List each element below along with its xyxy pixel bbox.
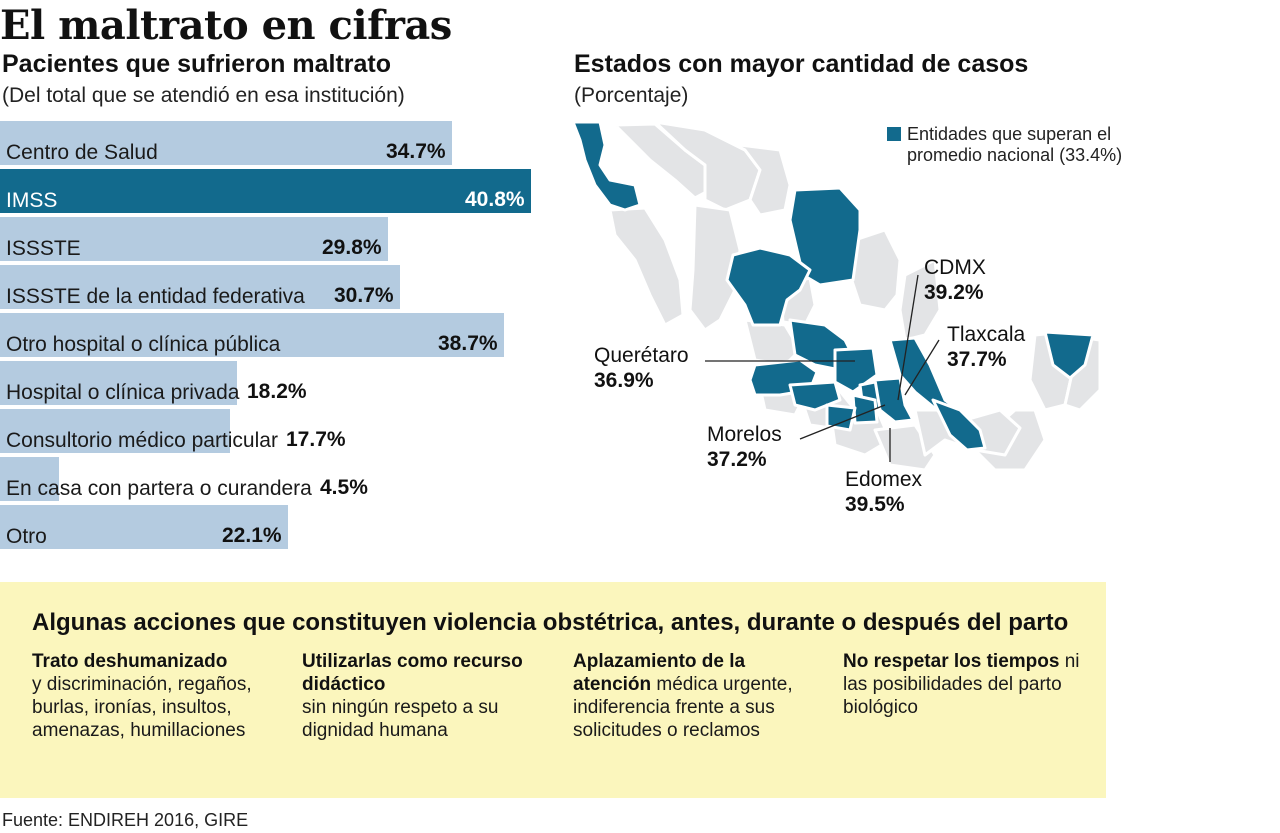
bar-category-label: Otro xyxy=(6,525,47,548)
bar-category-label: Hospital o clínica privada xyxy=(6,381,240,404)
callout-edomex: Edomex 39.5% xyxy=(845,467,922,517)
bar-value-label: 38.7% xyxy=(438,332,498,355)
callout-name: Morelos xyxy=(707,423,782,446)
bar-value-label: 40.8% xyxy=(465,188,525,211)
callout-value: 39.5% xyxy=(845,493,905,516)
info-column: No respetar los tiempos ni las posibilid… xyxy=(843,650,1083,719)
map-state-other xyxy=(608,206,685,327)
map-state-other xyxy=(688,203,742,332)
bar-value-label: 4.5% xyxy=(320,476,368,499)
bar-category-label: Consultorio médico particular xyxy=(6,429,278,452)
bar-row: IMSS 40.8% xyxy=(0,169,560,213)
callout-name: Querétaro xyxy=(594,344,689,367)
bar-chart-heading: Pacientes que sufrieron maltrato xyxy=(2,50,392,78)
info-column-bold: No respetar los tiempos xyxy=(843,651,1060,672)
map-state-other xyxy=(898,258,942,342)
bar-row: En casa con partera o curandera 4.5% xyxy=(0,457,560,501)
bar-category-label: IMSS xyxy=(6,189,58,212)
bar xyxy=(0,121,452,165)
page-title: El maltrato en cifras xyxy=(0,2,452,49)
bar-row: Centro de Salud 34.7% xyxy=(0,121,560,165)
info-column: Aplazamiento de la atención médica urgen… xyxy=(573,650,823,742)
bar-row: Otro 22.1% xyxy=(0,505,560,549)
info-column: Utilizarlas como recurso didáctico sin n… xyxy=(302,650,542,742)
bar-value-label: 22.1% xyxy=(222,524,282,547)
bar-row: Hospital o clínica privada 18.2% xyxy=(0,361,560,405)
bar-value-label: 29.8% xyxy=(322,236,382,259)
bar xyxy=(0,457,59,501)
bar-row: Otro hospital o clínica pública 38.7% xyxy=(0,313,560,357)
bar xyxy=(0,361,237,405)
callout-value: 37.2% xyxy=(707,448,767,471)
callout-value: 37.7% xyxy=(947,348,1007,371)
bar-value-label: 17.7% xyxy=(286,428,346,451)
map-state-highlight xyxy=(571,120,642,212)
bar-row: ISSSTE de la entidad federativa 30.7% xyxy=(0,265,560,309)
callout-name: CDMX xyxy=(924,256,986,279)
bar-category-label: En casa con partera o curandera xyxy=(6,477,312,500)
map-state-other xyxy=(703,128,792,217)
callout-value: 36.9% xyxy=(594,369,654,392)
map-note: (Porcentaje) xyxy=(574,84,689,107)
callout-queretaro: Querétaro 36.9% xyxy=(594,343,689,393)
bar xyxy=(0,169,531,213)
info-column-bold: Trato deshumanizado xyxy=(32,651,228,672)
map-state-highlight xyxy=(788,186,862,287)
callout-tlaxcala: Tlaxcala 37.7% xyxy=(947,322,1025,372)
bar xyxy=(0,313,504,357)
bar xyxy=(0,265,400,309)
map-heading: Estados con mayor cantidad de casos xyxy=(574,50,1029,78)
bar xyxy=(0,217,388,261)
info-column-text: sin ningún respeto a su dignidad humana xyxy=(302,697,499,741)
info-column-text: ni las posibilidades del parto biológico xyxy=(843,651,1080,718)
info-panel xyxy=(0,582,1106,798)
info-panel-heading: Algunas acciones que constituyen violenc… xyxy=(32,609,1069,636)
map-state-highlight xyxy=(825,403,857,432)
info-column-bold: Utilizarlas como recurso didáctico xyxy=(302,651,523,695)
bar xyxy=(0,505,288,549)
bar-row: ISSSTE 29.8% xyxy=(0,217,560,261)
callout-name: Tlaxcala xyxy=(947,323,1026,346)
bar-row: Consultorio médico particular 17.7% xyxy=(0,409,560,453)
legend-swatch xyxy=(887,127,901,141)
bar xyxy=(0,409,230,453)
info-column-text: médica urgente, indiferencia frente a su… xyxy=(573,674,793,741)
map-state-highlight xyxy=(1043,330,1095,380)
source-note: Fuente: ENDIREH 2016, GIRE xyxy=(2,810,249,830)
callout-value: 39.2% xyxy=(924,281,984,304)
map-legend: Entidades que superan el promedio nacion… xyxy=(907,124,1123,165)
mexico-map xyxy=(571,120,1102,472)
map-state-highlight xyxy=(725,246,812,327)
bar-category-label: Otro hospital o clínica pública xyxy=(6,333,281,356)
leader-line-cdmx xyxy=(897,274,919,401)
info-column-bold: Aplazamiento de la atención xyxy=(573,651,746,695)
bar-value-label: 34.7% xyxy=(386,140,446,163)
bar-category-label: Centro de Salud xyxy=(6,141,158,164)
bar-value-label: 18.2% xyxy=(247,380,307,403)
info-column-text: y discriminación, regaños, burlas, ironí… xyxy=(32,674,252,741)
callout-name: Edomex xyxy=(845,468,923,491)
callout-morelos: Morelos 37.2% xyxy=(707,422,782,472)
bar-category-label: ISSSTE xyxy=(6,237,81,260)
callout-cdmx: CDMX 39.2% xyxy=(924,255,986,305)
bar-chart-note: (Del total que se atendió en esa institu… xyxy=(2,84,405,107)
map-state-highlight xyxy=(873,376,915,424)
leader-line-tlaxcala xyxy=(904,339,940,396)
leader-line-morelos xyxy=(799,404,886,440)
info-column: Trato deshumanizado y discriminación, re… xyxy=(32,650,282,742)
bar-category-label: ISSSTE de la entidad federativa xyxy=(6,285,305,308)
map-state-highlight xyxy=(931,398,987,452)
bar-value-label: 30.7% xyxy=(334,284,394,307)
bar-chart: Centro de Salud 34.7% IMSS 40.8% ISSSTE 29.8%… xyxy=(0,121,560,553)
